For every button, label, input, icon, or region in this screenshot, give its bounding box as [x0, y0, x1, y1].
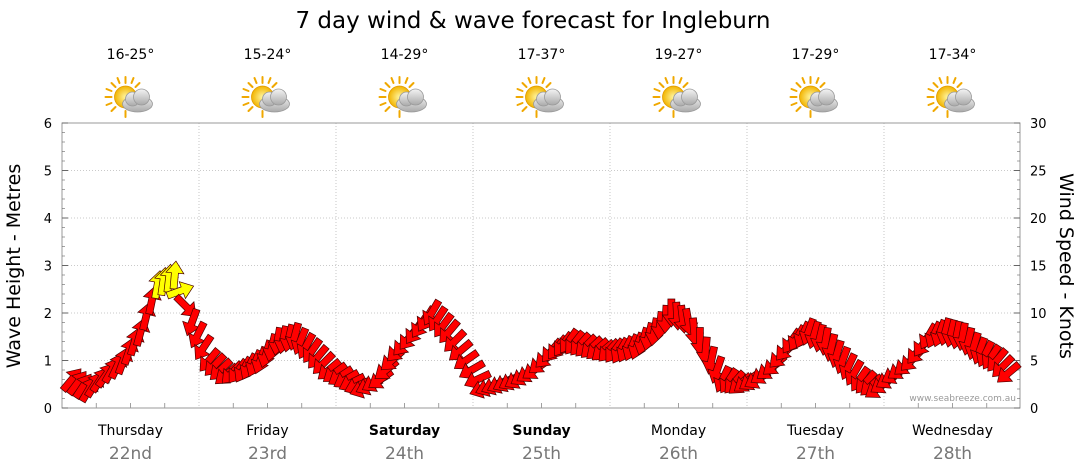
- date-label: 26th: [659, 444, 698, 464]
- partly-cloudy-icon: [652, 76, 702, 118]
- wind-arrow: [165, 260, 185, 290]
- date-label: 24th: [385, 444, 424, 464]
- day-label: Tuesday: [786, 423, 844, 439]
- left-tick-label: 2: [44, 307, 52, 322]
- date-label: 23rd: [248, 444, 287, 464]
- temperature-range: 15-24°: [244, 47, 292, 63]
- left-tick-label: 0: [44, 402, 52, 417]
- partly-cloudy-icon: [241, 76, 291, 118]
- right-tick-label: 0: [1030, 402, 1038, 417]
- left-tick-label: 5: [44, 165, 52, 180]
- left-tick-label: 3: [44, 260, 52, 275]
- temperature-range: 19-27°: [655, 47, 703, 63]
- wind-arrow: [165, 281, 195, 300]
- partly-cloudy-icon: [926, 76, 976, 118]
- right-tick-label: 5: [1030, 355, 1038, 370]
- left-axis-ticks: 0 1 2 3 4 5 6: [44, 117, 68, 417]
- date-label: 25th: [522, 444, 561, 464]
- temperature-range: 17-29°: [792, 47, 840, 63]
- weather-icons: 16-25° 15-24° 14-29° 17-37° 19-27° 17-29° 17-3…: [104, 47, 977, 118]
- partly-cloudy-icon: [104, 76, 154, 118]
- date-label: 22nd: [109, 444, 152, 464]
- partly-cloudy-icon: [515, 76, 565, 118]
- right-axis-ticks: 0 5 10 15 20 25 30: [1014, 117, 1047, 417]
- temperature-range: 16-25°: [107, 47, 155, 63]
- right-tick-label: 25: [1030, 165, 1047, 180]
- day-label: Sunday: [512, 423, 570, 439]
- wind-arrow: [996, 360, 1022, 383]
- wind-arrows: [59, 260, 1022, 404]
- credit-text: www.seabreeze.com.au: [909, 394, 1016, 404]
- left-tick-label: 4: [44, 212, 52, 227]
- day-label: Friday: [246, 423, 288, 439]
- right-axis-label: Wind Speed - Knots: [1055, 173, 1077, 359]
- partly-cloudy-icon: [378, 76, 428, 118]
- partly-cloudy-icon: [789, 76, 839, 118]
- date-label: 28th: [933, 444, 972, 464]
- right-tick-label: 20: [1030, 212, 1047, 227]
- left-axis-label: Wave Height - Metres: [3, 164, 25, 368]
- day-label: Saturday: [369, 423, 440, 439]
- chart-title: 7 day wind & wave forecast for Ingleburn: [295, 8, 770, 34]
- temperature-range: 17-34°: [929, 47, 977, 63]
- right-tick-label: 15: [1030, 260, 1047, 275]
- right-tick-label: 30: [1030, 117, 1047, 132]
- left-tick-label: 6: [44, 117, 52, 132]
- day-labels: Thursday 22nd Friday 23rd Saturday 24th Sunday…: [97, 423, 993, 464]
- temperature-range: 14-29°: [381, 47, 429, 63]
- left-tick-label: 1: [44, 355, 52, 370]
- date-label: 27th: [796, 444, 835, 464]
- wind-arrow: [173, 293, 197, 317]
- day-label: Thursday: [97, 423, 163, 439]
- day-label: Monday: [651, 423, 706, 439]
- right-tick-label: 10: [1030, 307, 1047, 322]
- day-label: Wednesday: [912, 423, 993, 439]
- wind-arrow: [194, 333, 215, 361]
- temperature-range: 17-37°: [518, 47, 566, 63]
